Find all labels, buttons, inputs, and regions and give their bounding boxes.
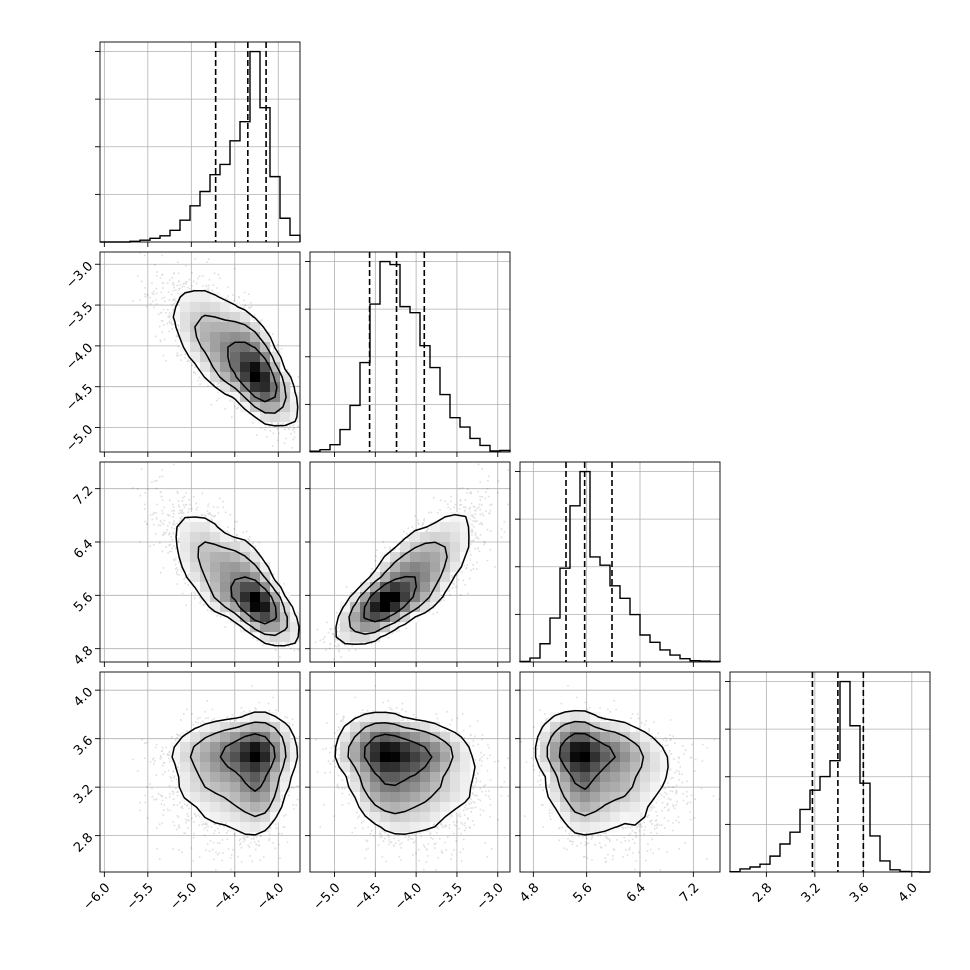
x-tick-label: −5.0 xyxy=(311,880,344,913)
x-tick-label: −4.5 xyxy=(211,880,244,913)
x-tick-label: −3.5 xyxy=(433,880,466,913)
contour-level-3 xyxy=(175,516,300,647)
contour-level-3 xyxy=(172,289,299,427)
histogram-4 xyxy=(729,680,930,873)
x-tick-label: −3.0 xyxy=(474,880,507,913)
hist-panel-3 xyxy=(515,461,721,667)
density-panel-3-2 xyxy=(305,461,511,667)
scatter-points xyxy=(131,463,299,662)
hist-panel-2 xyxy=(305,251,511,457)
contour-level-2 xyxy=(189,721,287,818)
contour-level-3 xyxy=(335,513,470,646)
x-tick-label: −4.0 xyxy=(392,880,425,913)
x-tick-label: −6.0 xyxy=(80,880,113,913)
contour-level-2 xyxy=(348,541,448,635)
contour-level-2 xyxy=(197,541,288,637)
contour-level-3 xyxy=(334,711,476,835)
y-tick-label: 7.2 xyxy=(71,483,96,508)
x-tick-label: 3.6 xyxy=(847,880,872,905)
x-tick-label: −4.5 xyxy=(351,880,384,913)
histogram-3 xyxy=(519,470,721,663)
scatter-points xyxy=(314,685,509,871)
x-tick-label: 6.4 xyxy=(624,880,649,905)
contour-level-2 xyxy=(194,314,287,414)
x-tick-label: −4.0 xyxy=(254,880,287,913)
x-tick-label: 3.2 xyxy=(799,880,824,905)
y-tick-label: 6.4 xyxy=(71,537,96,562)
hist-panel-4 xyxy=(725,671,931,877)
hist-panel-1 xyxy=(95,41,301,247)
y-tick-label: 3.2 xyxy=(71,782,96,807)
contour-level-1 xyxy=(363,733,433,787)
y-tick-label: −3.0 xyxy=(63,259,96,292)
histogram-1 xyxy=(100,50,301,243)
density-panel-4-3 xyxy=(515,671,721,877)
x-tick-label: −5.0 xyxy=(167,880,200,913)
contour-level-1 xyxy=(558,732,616,790)
density-panel-4-2 xyxy=(305,671,511,877)
y-tick-label: 5.6 xyxy=(71,590,96,615)
y-tick-label: 4.8 xyxy=(71,643,96,668)
histogram-2 xyxy=(309,260,511,452)
y-tick-label: −5.0 xyxy=(63,422,96,455)
contour-level-2 xyxy=(546,720,645,817)
x-tick-label: 5.6 xyxy=(570,880,595,905)
contour-level-1 xyxy=(219,733,276,792)
y-tick-label: −4.0 xyxy=(63,341,96,374)
y-tick-label: −4.5 xyxy=(63,381,96,414)
x-tick-label: 7.2 xyxy=(677,880,702,905)
x-tick-label: 2.8 xyxy=(750,880,775,905)
contour-level-2 xyxy=(347,721,454,815)
density-panel-4-1 xyxy=(95,671,301,877)
density-panel-3-1 xyxy=(95,461,301,667)
contour-level-1 xyxy=(363,575,418,623)
y-tick-label: −3.5 xyxy=(63,300,96,333)
x-tick-label: 4.8 xyxy=(517,880,542,905)
y-tick-label: 4.0 xyxy=(71,685,96,710)
y-tick-label: 3.6 xyxy=(71,733,96,758)
contour-level-3 xyxy=(534,709,669,836)
contour-level-1 xyxy=(230,576,278,625)
scatter-points xyxy=(131,252,300,449)
contour-level-3 xyxy=(171,711,299,836)
density-panel-2-1 xyxy=(95,251,301,457)
x-tick-label: −5.5 xyxy=(124,880,157,913)
contour-level-1 xyxy=(227,341,278,403)
y-tick-label: 2.8 xyxy=(71,830,96,855)
x-tick-label: 4.0 xyxy=(896,880,921,905)
